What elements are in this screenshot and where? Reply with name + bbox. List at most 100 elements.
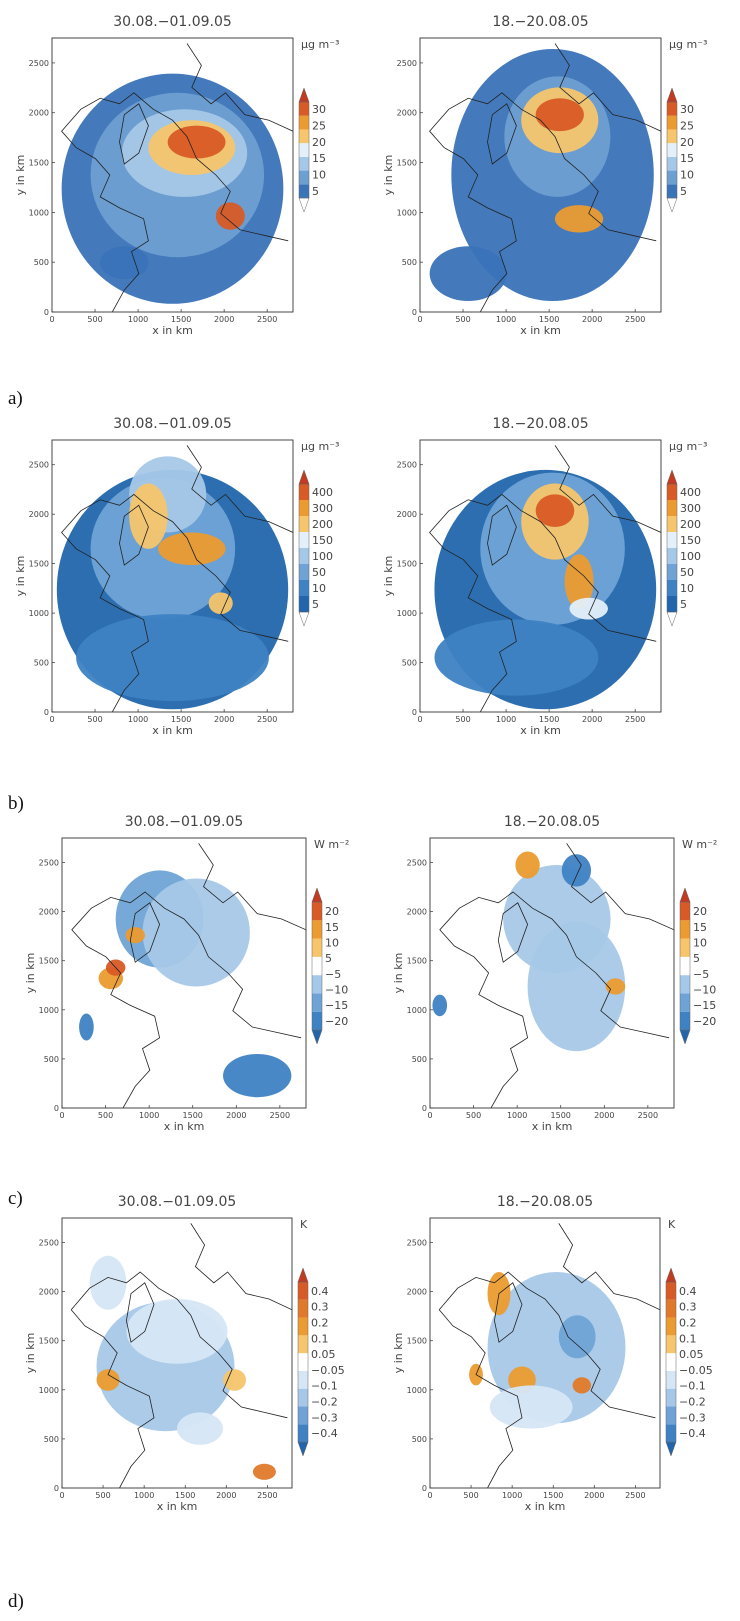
x-axis-label: x in km: [157, 1500, 198, 1513]
y-axis-label: y in km: [14, 556, 27, 597]
colorbar-segment: [298, 1335, 308, 1354]
field-patch: [515, 851, 540, 879]
field-patch: [554, 205, 604, 233]
x-tick-label: 2000: [584, 1491, 604, 1500]
x-axis-label: x in km: [525, 1500, 566, 1513]
colorbar-tick-label: 10: [693, 936, 707, 949]
colorbar-segment: [667, 102, 677, 116]
colorbar-segment: [298, 1317, 308, 1336]
x-tick-label: 500: [95, 1491, 110, 1500]
colorbar-segment: [298, 1299, 308, 1318]
colorbar-tick-label: 50: [680, 566, 694, 579]
field-layer: [70, 1223, 292, 1488]
coastline: [554, 43, 661, 132]
colorbar-segment: [299, 184, 309, 198]
x-tick-label: 1000: [507, 1111, 527, 1120]
x-tick-label: 2000: [582, 315, 602, 324]
y-tick-label: 2500: [29, 59, 49, 68]
y-tick-label: 1000: [29, 609, 49, 618]
colorbar-tick-label: 10: [312, 582, 326, 595]
colorbar-tick-label: 5: [312, 598, 319, 611]
unit-label: W m⁻²: [682, 838, 717, 851]
colorbar-tick-label: 0.2: [679, 1316, 697, 1329]
field-layer: [438, 1223, 660, 1488]
colorbar-tick-label: −0.4: [679, 1427, 706, 1440]
map-panel-1-0: 30.08.−01.09.05 0 500 1000 1500 2000 2500 0 500 1…: [14, 416, 339, 737]
x-tick-label: 2500: [257, 715, 277, 724]
x-tick-label: 1500: [175, 1491, 195, 1500]
colorbar-segment: [298, 1370, 308, 1389]
field-patch: [489, 1385, 573, 1429]
x-tick-label: 2000: [582, 715, 602, 724]
y-tick-label: 1500: [407, 957, 427, 966]
colorbar-tick-label: 30: [312, 103, 326, 116]
colorbar-segment: [667, 580, 677, 596]
field-patch: [96, 1369, 120, 1391]
field-patch: [125, 927, 145, 944]
colorbar-low-cap: [665, 1441, 677, 1457]
colorbar-tick-label: 0.4: [679, 1285, 697, 1298]
x-tick-label: 1500: [543, 1491, 563, 1500]
x-tick-label: 2500: [625, 715, 645, 724]
colorbar-tick-label: 400: [680, 486, 701, 499]
colorbar-low-cap: [298, 611, 310, 627]
colorbar-segment: [299, 484, 309, 500]
colorbar-segment: [299, 548, 309, 564]
field-patch: [527, 921, 626, 1052]
unit-label: µg m⁻³: [669, 38, 707, 51]
colorbar-tick-label: −10: [693, 984, 716, 997]
y-tick-label: 0: [54, 1484, 59, 1493]
colorbar-tick-label: 200: [312, 518, 333, 531]
colorbar-segment: [666, 1424, 676, 1442]
x-tick-label: 2500: [257, 315, 277, 324]
colorbar: 5 10 15 20 25 30: [666, 87, 694, 213]
panel-label-a: a): [8, 388, 23, 409]
field-patch: [605, 978, 626, 995]
colorbar-tick-label: 0.4: [311, 1285, 329, 1298]
colorbar: 5 10 15 20 25 30: [298, 87, 326, 213]
colorbar-high-cap: [666, 469, 678, 485]
field-patch: [558, 1315, 596, 1359]
field-patch: [215, 202, 245, 230]
coastline: [119, 504, 149, 566]
y-tick-label: 500: [34, 258, 49, 267]
x-tick-label: 0: [59, 1111, 64, 1120]
colorbar-high-cap: [298, 469, 310, 485]
colorbar-tick-label: 0.2: [311, 1316, 329, 1329]
coastline: [493, 1282, 523, 1343]
y-tick-label: 2000: [29, 510, 49, 519]
y-tick-label: 0: [44, 708, 49, 717]
coastline: [129, 902, 161, 963]
colorbar-tick-label: −0.3: [311, 1411, 338, 1424]
colorbar-segment: [667, 516, 677, 532]
colorbar-segment: [680, 1011, 690, 1030]
x-tick-label: 0: [59, 1491, 64, 1500]
y-tick-label: 1500: [407, 1337, 427, 1346]
y-tick-label: 2500: [39, 859, 59, 868]
colorbar-low-cap: [311, 1029, 323, 1045]
colorbar-low-cap: [679, 1029, 691, 1045]
x-tick-label: 2000: [226, 1111, 246, 1120]
y-tick-label: 1500: [29, 159, 49, 168]
x-axis-label: x in km: [164, 1120, 205, 1133]
colorbar-segment: [666, 1317, 676, 1336]
x-axis-label: x in km: [520, 324, 561, 337]
panel-label-d: d): [8, 1591, 24, 1612]
coastline: [70, 1271, 288, 1488]
colorbar-segment: [299, 500, 309, 516]
plot-frame: [419, 37, 662, 313]
colorbar-tick-label: 15: [325, 921, 339, 934]
colorbar-segment: [299, 596, 309, 612]
colorbar-tick-label: −15: [325, 999, 348, 1012]
x-tick-label: 500: [87, 715, 102, 724]
panel-title: 30.08.−01.09.05: [125, 814, 244, 830]
colorbar-tick-label: 0.05: [679, 1348, 704, 1361]
field-patch: [129, 483, 168, 549]
y-tick-label: 500: [402, 659, 417, 668]
x-tick-label: 500: [455, 315, 470, 324]
y-tick-label: 1000: [397, 609, 417, 618]
field-layer: [71, 843, 306, 1108]
map-panel-1-1: 18.−20.08.05 0 500 1000 1500 2000 2500 0 500 1000…: [382, 416, 707, 737]
colorbar-tick-label: −20: [693, 1015, 716, 1028]
